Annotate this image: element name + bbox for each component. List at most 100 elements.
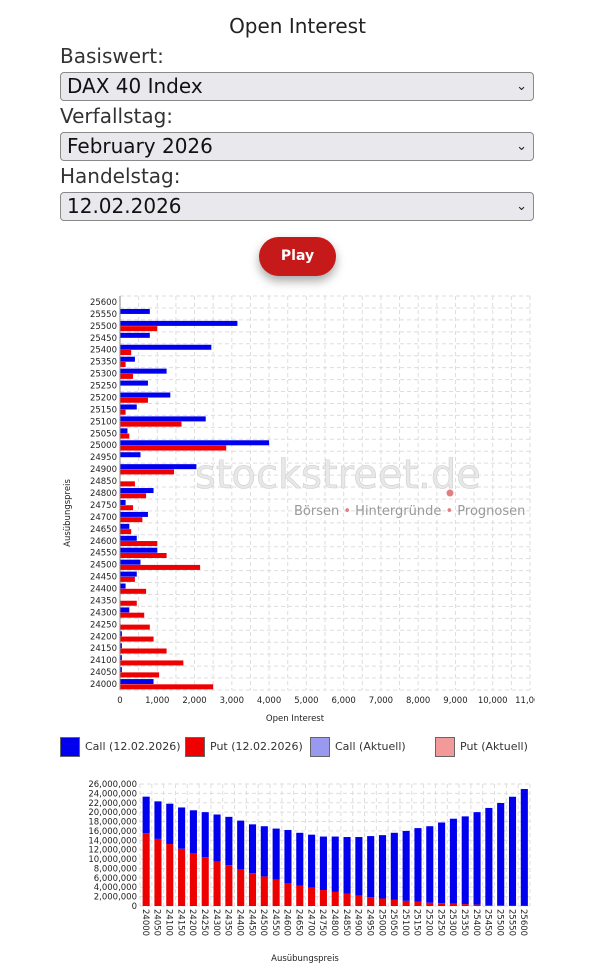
x-tick-label: 4,000 — [257, 696, 281, 706]
x-tick-label: 24050 — [152, 909, 162, 936]
call-bar — [201, 812, 209, 858]
put-bar — [414, 901, 422, 906]
x-tick-label: 3,000 — [220, 696, 244, 706]
put-bar — [120, 350, 132, 356]
put-bar — [296, 885, 304, 906]
call-bar — [225, 816, 233, 866]
put-bar — [260, 876, 268, 906]
put-bar — [390, 899, 398, 906]
put-bar — [142, 833, 150, 906]
call-bar — [120, 320, 238, 326]
put-bar — [120, 481, 135, 487]
y-tick-label: 25450 — [90, 334, 117, 344]
y-tick-label: 24500 — [90, 561, 117, 571]
x-tick-label: 25100 — [400, 909, 410, 936]
call-bar — [272, 828, 280, 880]
y-tick-label: 25350 — [90, 358, 117, 368]
call-bar — [154, 801, 162, 839]
y-tick-label: 24050 — [90, 668, 117, 678]
y-tick-label: 24600 — [90, 537, 117, 547]
call-bar — [343, 837, 351, 894]
call-bar — [120, 535, 137, 541]
call-bar — [414, 828, 422, 902]
put-bar — [355, 895, 363, 906]
x-tick-label: 10,000 — [478, 696, 508, 706]
put-bar — [201, 857, 209, 906]
put-bar — [154, 838, 162, 906]
legend-swatch — [185, 737, 205, 757]
call-bar — [284, 829, 292, 884]
call-bar — [120, 607, 130, 613]
put-bar — [178, 848, 186, 906]
x-tick-label: 11,000 — [515, 696, 535, 706]
put-bar — [308, 887, 316, 906]
handelstag-select[interactable]: 12.02.2026 ⌄ — [60, 192, 534, 221]
put-bar — [120, 421, 182, 427]
x-axis-title: Open Interest — [266, 714, 325, 724]
call-bar — [449, 818, 457, 904]
call-bar — [120, 571, 137, 577]
y-tick-label: 24400 — [90, 585, 117, 595]
y-tick-label: 24950 — [90, 453, 117, 463]
put-bar — [120, 541, 158, 547]
basiswert-label: Basiswert: — [60, 44, 164, 68]
y-tick-label: 24800 — [90, 489, 117, 499]
call-bar — [120, 452, 141, 458]
x-tick-label: 24600 — [282, 909, 292, 936]
y-tick-label: 24300 — [90, 608, 117, 618]
open-interest-bar-chart: stockstreet.de Börsen • Hintergründe • Pr… — [63, 295, 535, 724]
put-bar — [485, 905, 493, 906]
x-tick-label: 2,000 — [182, 696, 206, 706]
y-tick-label: 4,000,000 — [94, 883, 137, 893]
verfallstag-select[interactable]: February 2026 ⌄ — [60, 132, 534, 161]
x-tick-label: 24650 — [294, 909, 304, 936]
call-bar — [367, 836, 375, 898]
y-tick-label: 24700 — [90, 513, 117, 523]
call-bar — [331, 836, 339, 892]
y-tick-label: 25100 — [90, 417, 117, 427]
x-tick-label: 24150 — [175, 909, 185, 936]
x-axis-title: Ausübungspreis — [271, 954, 339, 964]
put-bar — [120, 672, 160, 678]
call-bar — [120, 392, 171, 398]
call-bar — [120, 583, 126, 589]
y-tick-label: 8,000,000 — [94, 864, 137, 874]
call-bar — [213, 814, 221, 862]
put-bar — [120, 660, 184, 666]
play-button[interactable]: Play — [259, 237, 336, 276]
x-tick-label: 0 — [117, 696, 122, 706]
y-tick-label: 22,000,000 — [88, 799, 137, 809]
verfallstag-label: Verfallstag: — [60, 104, 174, 128]
call-bar — [120, 404, 137, 410]
put-bar — [367, 897, 375, 906]
call-bar — [120, 643, 122, 649]
put-bar — [213, 861, 221, 906]
call-bar — [355, 837, 363, 896]
y-tick-label: 24450 — [90, 573, 117, 583]
x-tick-label: 25150 — [412, 909, 422, 936]
y-tick-label: 24350 — [90, 596, 117, 606]
call-bar — [308, 834, 316, 888]
x-tick-label: 24000 — [140, 909, 150, 936]
call-bar — [426, 826, 434, 903]
y-tick-label: 6,000,000 — [94, 874, 137, 884]
put-bar — [402, 900, 410, 906]
put-bar — [343, 893, 351, 906]
call-bar — [485, 807, 493, 906]
call-bar — [248, 824, 257, 874]
put-bar — [426, 902, 434, 906]
basiswert-select[interactable]: DAX 40 Index ⌄ — [60, 72, 534, 101]
watermark-dot — [446, 489, 454, 497]
call-bar — [461, 816, 469, 905]
call-bar — [120, 511, 148, 517]
y-tick-label: 24750 — [90, 501, 117, 511]
put-bar — [120, 373, 134, 379]
call-bar — [296, 832, 304, 886]
put-bar — [120, 469, 175, 475]
x-tick-label: 24750 — [317, 909, 327, 936]
basiswert-select-value: DAX 40 Index — [67, 74, 203, 98]
call-bar — [178, 807, 186, 849]
legend-swatch — [310, 737, 330, 757]
handelstag-label: Handelstag: — [60, 164, 181, 188]
x-tick-label: 25400 — [471, 909, 481, 936]
